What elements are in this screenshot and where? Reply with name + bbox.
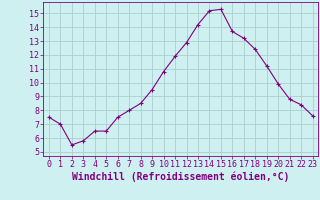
X-axis label: Windchill (Refroidissement éolien,°C): Windchill (Refroidissement éolien,°C) (72, 172, 290, 182)
